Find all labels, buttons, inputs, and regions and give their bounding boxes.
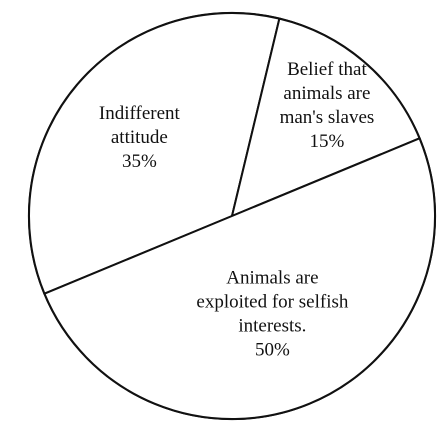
slice-label-line: exploited for selfish [196,292,348,313]
slice-percent: 15% [310,131,345,152]
slice-label-2: Belief that animals are man's slaves 15% [280,59,375,152]
slice-label-line: attitude [111,127,168,148]
pie-slice-3 [43,137,436,420]
pie-slice-1 [28,12,281,295]
slice-percent: 50% [255,340,290,361]
slice-labels: Indifferent attitude 35% Belief that animals… [99,59,374,361]
slice-label-line: Animals are [226,268,318,289]
slice-label-1: Indifferent attitude 35% [99,103,181,172]
slice-label-line: animals are [283,83,370,104]
slice-label-line: Belief that [287,59,367,80]
slice-percent: 35% [122,151,157,172]
slice-label-line: Indifferent [99,103,181,124]
slice-label-3: Animals are exploited for selfish interest… [196,268,348,361]
slice-label-line: interests. [238,316,306,337]
pie-slices [27,11,437,421]
slice-label-line: man's slaves [280,107,375,128]
pie-slice-2 [230,17,421,218]
